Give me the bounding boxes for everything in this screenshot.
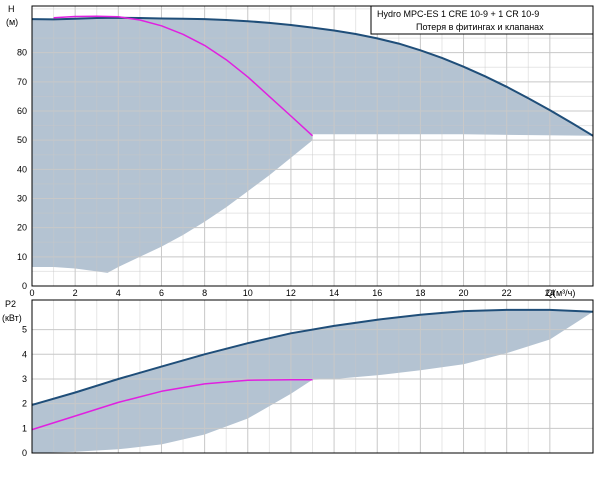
x-tick-label: 8 [202,288,207,298]
x-tick-label: 12 [286,288,296,298]
bottom-operating-area-fill [32,309,593,453]
top-ylabel-line2: (м) [6,17,18,27]
top-grid [32,6,593,286]
top-y-tick-label: 50 [17,135,27,145]
bottom-ylabel-line1: P2 [5,299,16,309]
x-tick-label: 0 [29,288,34,298]
top-y-tick-label: 80 [17,48,27,58]
top-series-group [31,15,594,137]
top-y-tick-label: 20 [17,223,27,233]
bottom-y-tick-label: 4 [22,349,27,359]
top-y-tick-label: 10 [17,252,27,262]
top-y-tick-label: 40 [17,164,27,174]
top-y-tick-label: 70 [17,77,27,87]
bottom-y-tick-label: 2 [22,399,27,409]
x-tick-label: 20 [459,288,469,298]
bottom-series-group [31,308,594,431]
legend-subtitle: Потеря в фитингах и клапанах [416,22,544,32]
bottom-series-line-1 [31,308,594,406]
bottom-y-tick-label: 0 [22,448,27,458]
top-y-tick-label: 30 [17,194,27,204]
bottom-y-tick-label: 1 [22,423,27,433]
bottom-y-tick-label: 5 [22,325,27,335]
x-tick-label: 14 [329,288,339,298]
x-tick-label: 16 [372,288,382,298]
top-y-tick-label: 60 [17,106,27,116]
legend-title: Hydro MPC-ES 1 CRE 10-9 + 1 CR 10-9 [377,9,539,19]
x-tick-label: 10 [243,288,253,298]
bottom-grid [32,300,593,453]
x-tick-label: 6 [159,288,164,298]
bottom-tick-labels: 0 1 2 3 4 5 [22,325,27,458]
bottom-series-line-2 [31,378,313,431]
top-plot-frame [31,5,594,287]
top-ylabel-line1: H [8,4,15,14]
bottom-operating-area [32,309,593,453]
bottom-plot-frame [31,299,594,454]
top-y-tick-label: 0 [22,281,27,291]
x-tick-label: 24 [545,288,555,298]
bottom-ylabel-line2: (кВт) [2,313,22,323]
x-axis-label: Q(м³/ч) [546,288,575,298]
x-tick-label: 22 [502,288,512,298]
x-tick-label: 2 [73,288,78,298]
bottom-y-tick-label: 3 [22,374,27,384]
top-series-line-2 [53,15,314,137]
x-tick-label: 18 [415,288,425,298]
legend-box [370,5,594,35]
x-tick-label: 4 [116,288,121,298]
